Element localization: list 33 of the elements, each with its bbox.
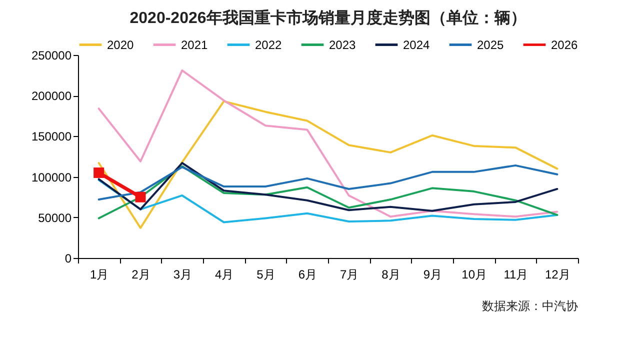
x-tick-label: 6月 [298, 268, 318, 282]
x-tick-label: 7月 [340, 268, 359, 282]
legend-label: 2021 [181, 38, 208, 52]
y-tick-label: 100000 [31, 170, 72, 184]
legend-label: 2022 [255, 38, 282, 52]
legend-label: 2020 [107, 38, 134, 52]
line-series [98, 179, 558, 224]
x-tick-label: 2月 [132, 268, 150, 282]
chart-title: 2020-2026年我国重卡市场销量月度走势图（单位：辆） [130, 8, 526, 27]
y-tick-label: 200000 [31, 89, 72, 104]
x-tick-label: 10月 [462, 268, 488, 282]
x-tick-label: 11月 [504, 268, 528, 282]
x-tick-label: 3月 [173, 268, 192, 282]
line-series [98, 162, 558, 212]
legend-label: 2025 [477, 38, 504, 52]
y-tick-label: 50000 [38, 210, 72, 225]
line-series [98, 164, 558, 201]
x-tick-label: 5月 [256, 268, 276, 282]
line-series [98, 165, 558, 220]
source-note: 数据来源：中汽协 [482, 299, 578, 313]
y-tick-label: 0 [64, 252, 72, 266]
x-tick-label: 4月 [214, 268, 234, 282]
line-series [98, 69, 558, 218]
y-tick-label: 150000 [31, 130, 72, 144]
legend-label: 2024 [403, 38, 430, 52]
legend-label: 2023 [329, 38, 356, 52]
x-tick-label: 1月 [90, 268, 109, 282]
y-tick-label: 250000 [31, 48, 72, 62]
x-tick-label: 8月 [382, 268, 400, 282]
x-tick-label: 9月 [423, 268, 442, 282]
x-tick-label: 12月 [544, 268, 570, 282]
line-series [98, 100, 558, 229]
legend-label: 2026 [551, 38, 578, 52]
